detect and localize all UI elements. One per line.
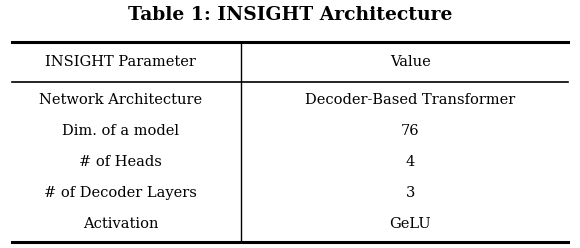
Text: 4: 4 [406, 155, 415, 169]
Text: # of Heads: # of Heads [79, 155, 162, 169]
Text: INSIGHT Parameter: INSIGHT Parameter [45, 55, 196, 69]
Text: Dim. of a model: Dim. of a model [62, 124, 179, 138]
Text: Table 1: INSIGHT Architecture: Table 1: INSIGHT Architecture [128, 6, 452, 24]
Text: Activation: Activation [82, 217, 158, 231]
Text: Network Architecture: Network Architecture [39, 93, 202, 107]
Text: Value: Value [390, 55, 431, 69]
Text: 76: 76 [401, 124, 420, 138]
Text: Decoder-Based Transformer: Decoder-Based Transformer [305, 93, 516, 107]
Text: # of Decoder Layers: # of Decoder Layers [44, 186, 197, 200]
Text: GeLU: GeLU [390, 217, 431, 231]
Text: 3: 3 [405, 186, 415, 200]
